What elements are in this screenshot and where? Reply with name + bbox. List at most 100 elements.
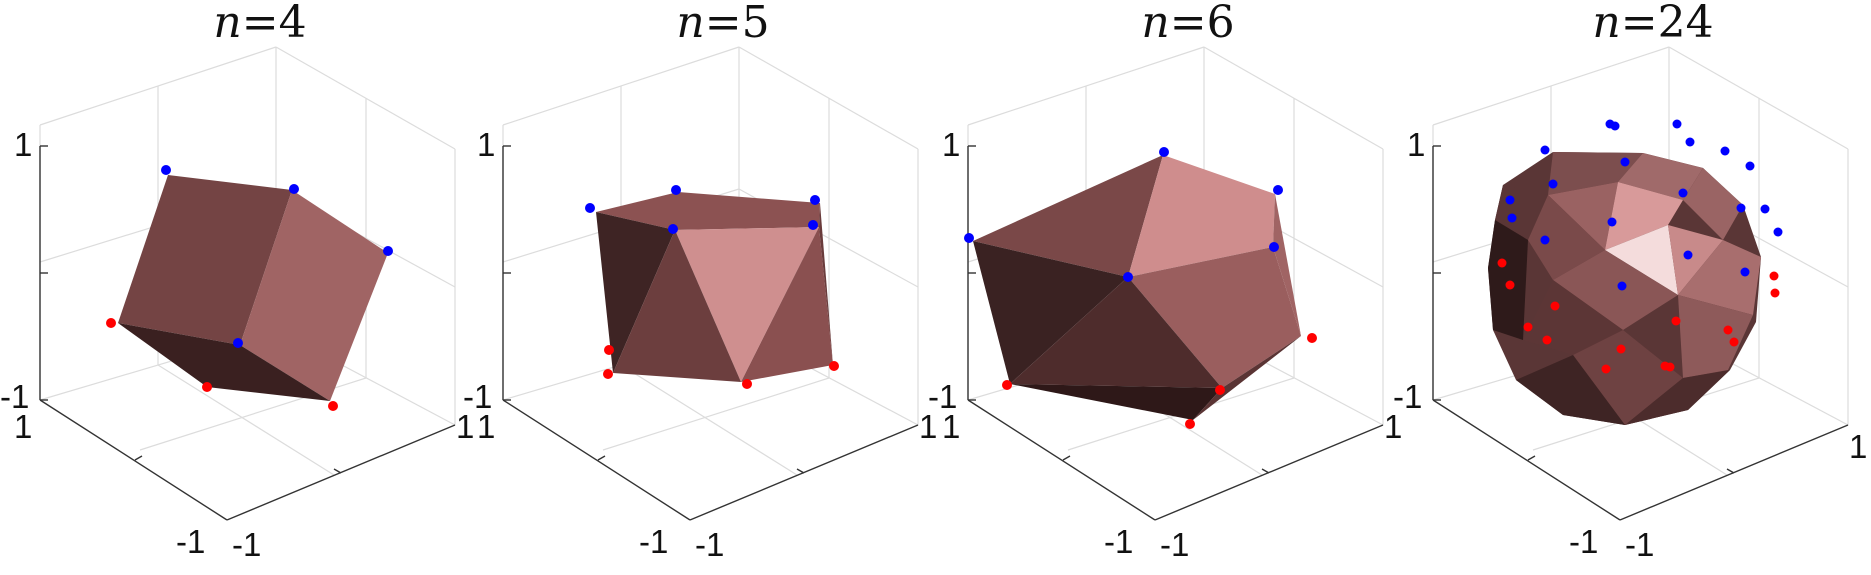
x-tick-bottom: -1 [176, 523, 206, 560]
axis-lines [967, 145, 1384, 521]
bottom-point [1671, 316, 1681, 326]
bottom-point [829, 361, 839, 371]
bottom-point [1723, 325, 1733, 335]
top-point [1269, 242, 1279, 252]
top-point [1740, 267, 1750, 277]
bottom-points [1497, 258, 1780, 374]
panel-n5: n=5 1 -1 1 1 -1 -1 [463, 0, 937, 575]
x-tick-bottom: -1 [1569, 523, 1599, 560]
top-points [1505, 119, 1783, 291]
panel-title: n=6 [1141, 0, 1235, 48]
top-point [1507, 213, 1517, 223]
z-tick-bottom: -1 [463, 378, 493, 415]
top-point [1505, 195, 1515, 205]
axes-3d [502, 46, 919, 521]
panel-title: n=4 [213, 0, 307, 48]
face [1605, 182, 1683, 250]
polyhedron [118, 175, 388, 401]
top-point [1159, 147, 1169, 157]
axis-lines [39, 145, 456, 521]
top-points [964, 147, 1283, 282]
bottom-point [1185, 419, 1195, 429]
axis-lines [502, 145, 919, 521]
y-tick-bottom: -1 [1160, 526, 1190, 563]
x-tick-left: 1 [14, 408, 33, 445]
top-point [1685, 137, 1695, 147]
top-point [1273, 185, 1283, 195]
top-point [1773, 227, 1783, 237]
bottom-point [1002, 380, 1012, 390]
face [1548, 152, 1643, 195]
y-tick-bottom: -1 [695, 526, 725, 563]
top-point [1540, 145, 1550, 155]
polyhedron [596, 192, 833, 382]
panel-n4: n=4 1 -1 1 1 -1 -1 [0, 0, 474, 575]
top-point [1745, 161, 1755, 171]
axes-3d [39, 46, 456, 521]
top-point [1672, 119, 1682, 129]
bottom-point [742, 379, 752, 389]
top-point [1617, 281, 1627, 291]
face [1128, 155, 1275, 277]
face [675, 227, 819, 382]
top-point [671, 185, 681, 195]
top-point [1683, 250, 1693, 260]
bottom-point [1769, 271, 1779, 281]
x-tick-left: 1 [942, 408, 961, 445]
z-tick-top: 1 [477, 126, 496, 163]
face [741, 227, 833, 382]
bottom-point [1523, 322, 1533, 332]
top-point [1720, 146, 1730, 156]
face [819, 203, 833, 365]
top-point [233, 338, 243, 348]
face [973, 155, 1163, 277]
face [118, 175, 292, 345]
panel-title: n=5 [676, 0, 770, 48]
top-point [161, 165, 171, 175]
bottom-point [1550, 301, 1560, 311]
bottom-points [106, 318, 338, 411]
bottom-point [202, 382, 212, 392]
face [1678, 295, 1753, 378]
panel-title: n=24 [1592, 0, 1714, 48]
top-point [383, 246, 393, 256]
bottom-point [603, 369, 613, 379]
z-tick-top: 1 [1407, 126, 1426, 163]
bottom-point [1307, 333, 1317, 343]
bottom-point [1497, 258, 1507, 268]
face [973, 241, 1128, 384]
axes-3d [964, 46, 1384, 521]
y-tick-bottom: -1 [232, 526, 262, 563]
face [1605, 225, 1678, 295]
z-tick-top: 1 [942, 126, 961, 163]
top-points [161, 165, 393, 348]
bottom-point [1215, 385, 1225, 395]
top-point [1678, 188, 1688, 198]
face [1668, 225, 1723, 295]
face [1618, 153, 1703, 200]
panel-n6: n=6 1 -1 1 1 -1 -1 [928, 0, 1402, 575]
z-tick-bottom: -1 [0, 378, 30, 415]
y-tick-right: 1 [919, 408, 938, 445]
y-tick-right: 1 [1384, 408, 1403, 445]
face [596, 192, 820, 230]
face [1516, 355, 1625, 425]
face [1625, 370, 1730, 425]
bottom-point [1665, 362, 1675, 372]
bottom-points [1002, 333, 1317, 429]
bottom-point [1505, 280, 1515, 290]
axes-3d [1432, 46, 1849, 521]
face [1010, 277, 1222, 388]
top-point [1736, 203, 1746, 213]
bottom-point [106, 318, 116, 328]
axis-lines [1432, 145, 1849, 521]
face [118, 323, 330, 401]
top-point [1607, 217, 1617, 227]
bottom-point [1770, 288, 1780, 298]
face [240, 190, 388, 401]
face [1528, 195, 1605, 280]
face [1548, 182, 1618, 250]
top-point [289, 184, 299, 194]
z-tick-top: 1 [14, 126, 33, 163]
top-point [808, 220, 818, 230]
